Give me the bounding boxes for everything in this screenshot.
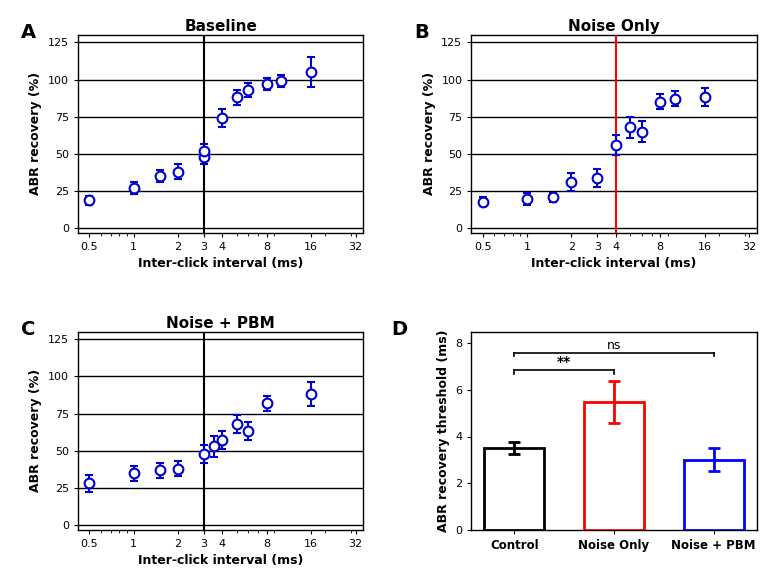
Text: D: D [392, 320, 408, 339]
Y-axis label: ABR recovery (%): ABR recovery (%) [30, 72, 42, 196]
X-axis label: Inter-click interval (ms): Inter-click interval (ms) [138, 554, 303, 567]
Bar [484, 448, 544, 530]
Title: Noise Only: Noise Only [568, 19, 660, 34]
Y-axis label: ABR recovery (%): ABR recovery (%) [423, 72, 436, 196]
Bar [584, 402, 644, 530]
Y-axis label: ABR recovery (%): ABR recovery (%) [30, 369, 42, 492]
Y-axis label: ABR recovery threshold (ms): ABR recovery threshold (ms) [437, 329, 450, 532]
Text: B: B [414, 23, 429, 42]
Text: **: ** [557, 355, 571, 369]
X-axis label: Inter-click interval (ms): Inter-click interval (ms) [138, 257, 303, 271]
Text: ns: ns [607, 339, 621, 352]
Title: Baseline: Baseline [184, 19, 257, 34]
X-axis label: Inter-click interval (ms): Inter-click interval (ms) [531, 257, 697, 271]
Text: A: A [21, 23, 36, 42]
Text: C: C [21, 320, 35, 339]
Bar [684, 460, 743, 530]
Title: Noise + PBM: Noise + PBM [166, 315, 275, 331]
